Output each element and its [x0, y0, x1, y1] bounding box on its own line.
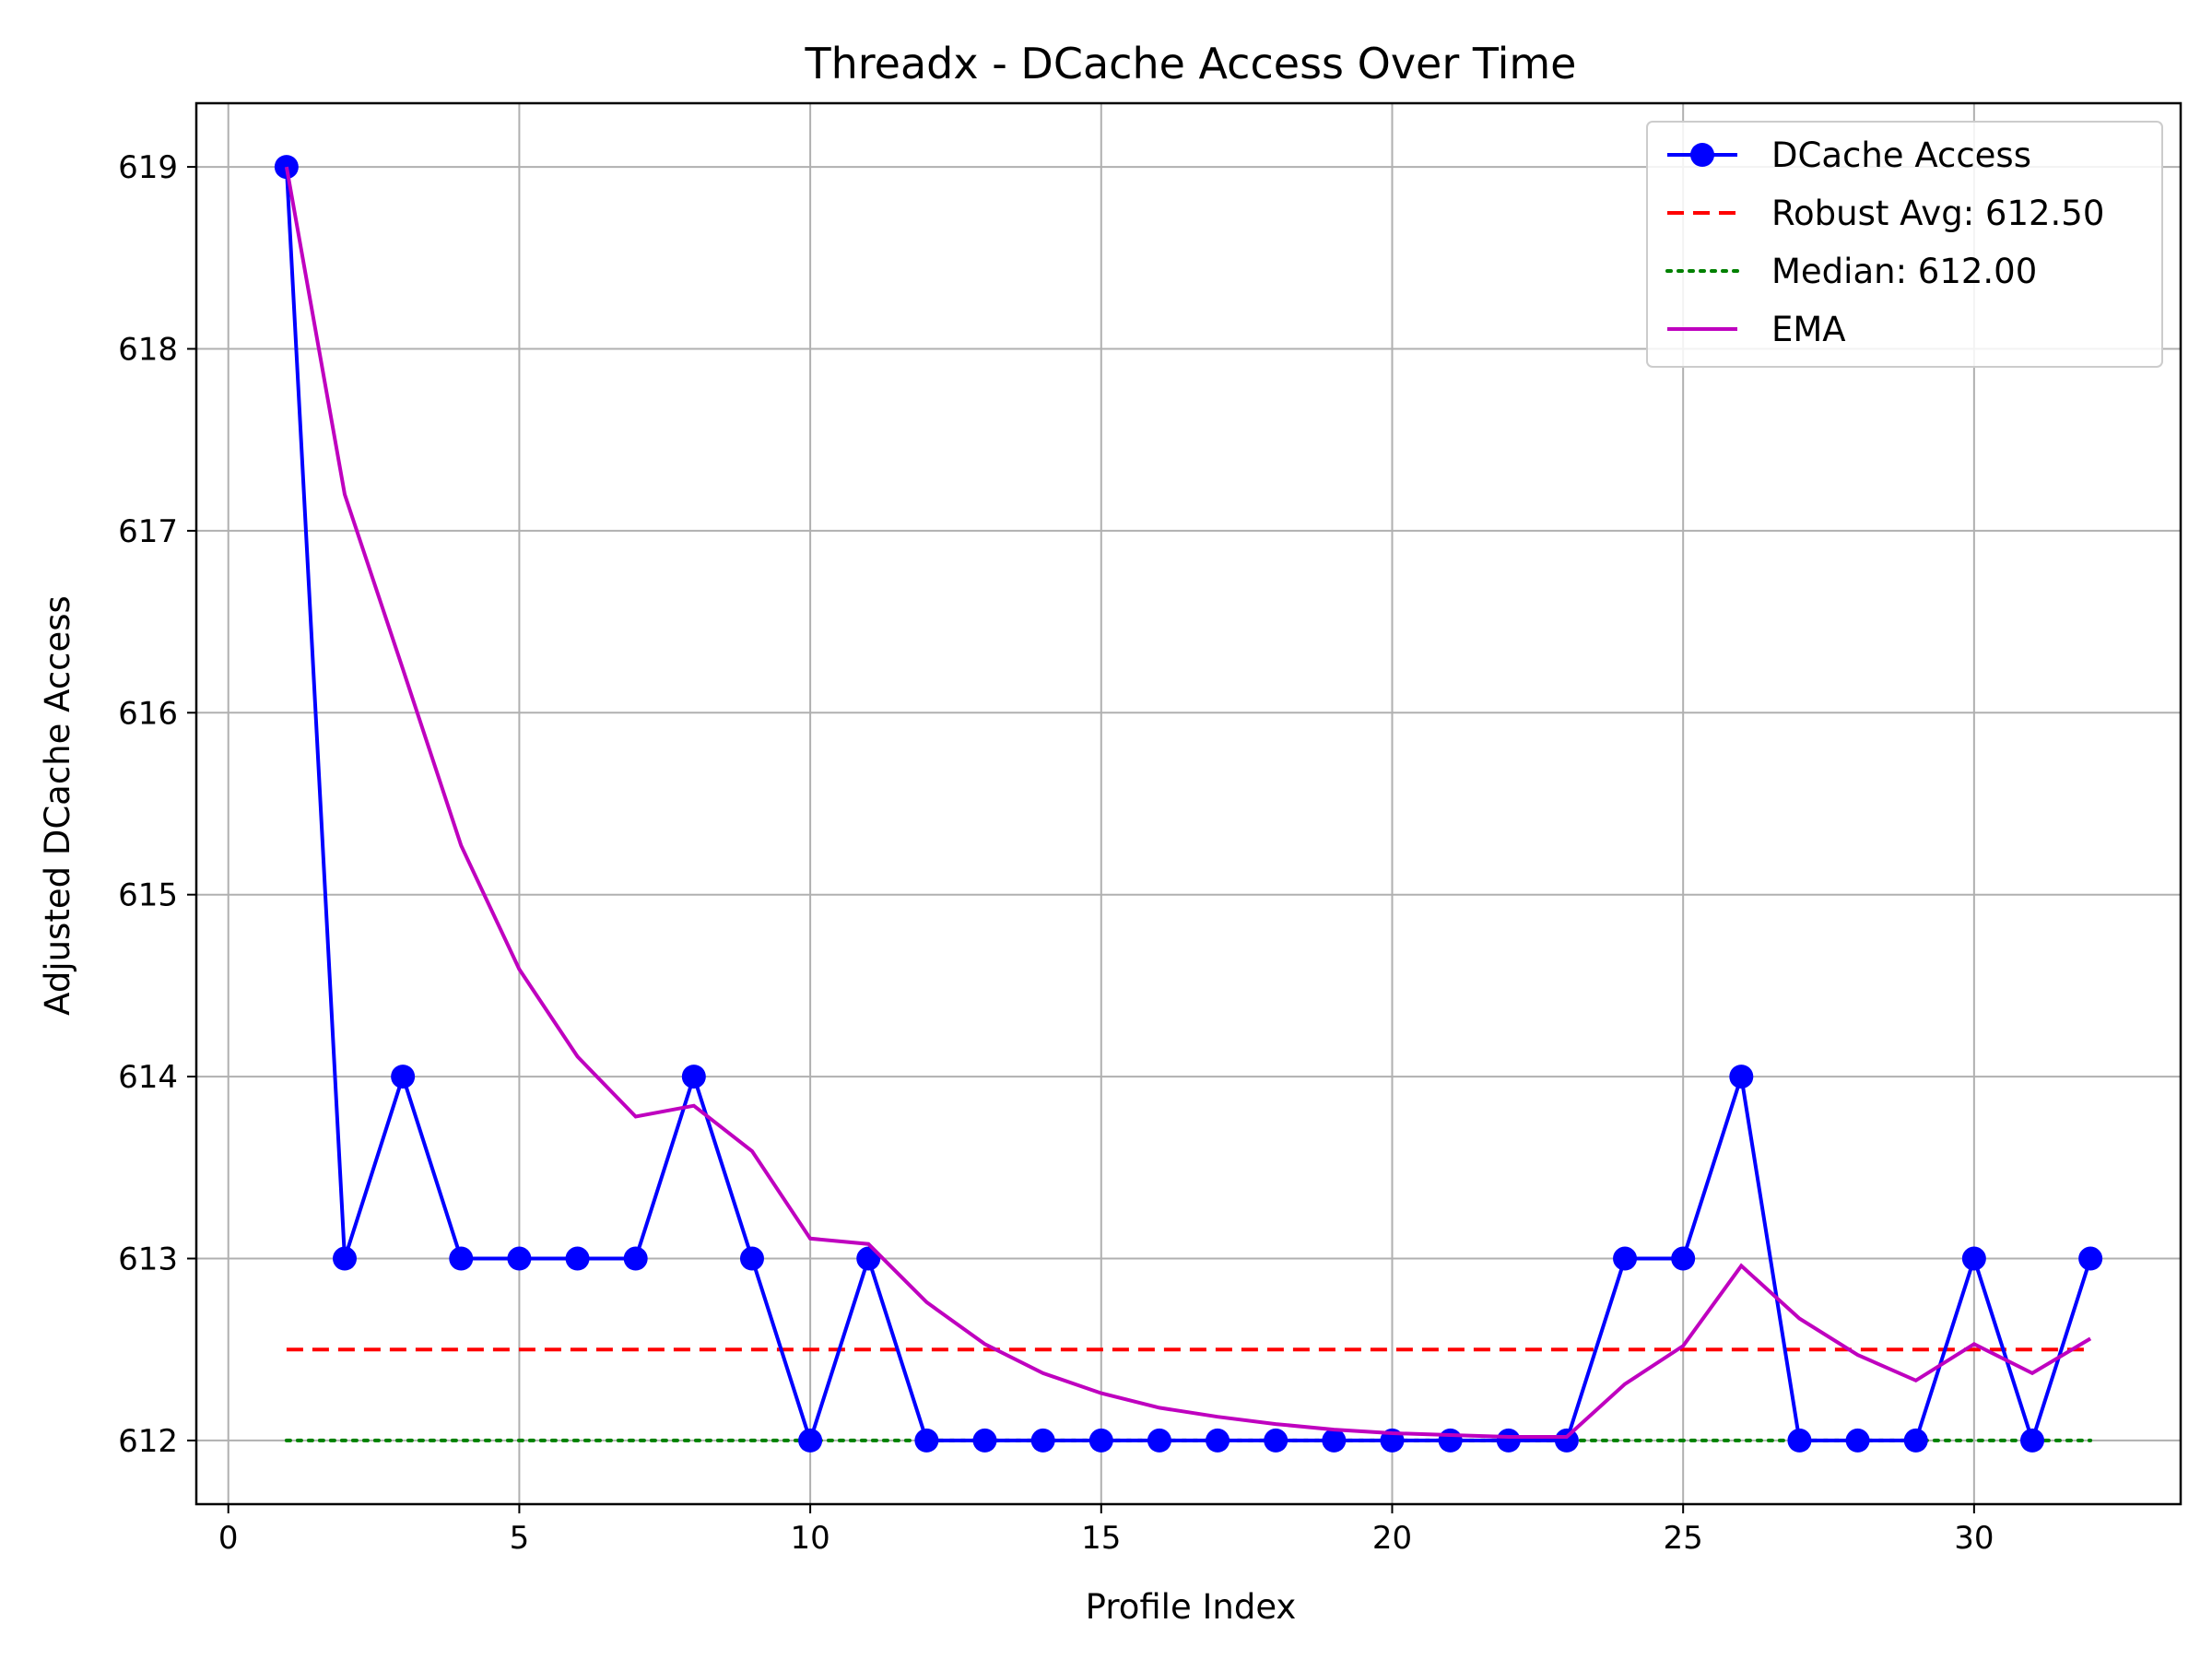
- legend-label: Median: 612.00: [1771, 252, 2037, 291]
- data-point-marker: [2019, 1428, 2044, 1453]
- data-point-marker: [1903, 1428, 1928, 1453]
- y-axis-label: Adjusted DCache Access: [38, 595, 77, 1016]
- data-point-marker: [739, 1246, 764, 1271]
- x-tick-label: 30: [1954, 1520, 1994, 1557]
- legend-label: Robust Avg: 612.50: [1771, 194, 2104, 233]
- axis-ticks: 0 5 10 15 20 25 30 612 613 614 615 616 617 618 619: [118, 149, 1994, 1557]
- data-point-marker: [1671, 1246, 1696, 1271]
- x-tick-label: 0: [218, 1520, 239, 1557]
- y-tick-label: 616: [118, 695, 178, 732]
- legend-label: DCache Access: [1771, 135, 2031, 175]
- y-tick-label: 612: [118, 1423, 178, 1460]
- series-line: [284, 166, 2092, 1439]
- data-point-marker: [1787, 1428, 1812, 1453]
- x-tick-label: 20: [1372, 1520, 1412, 1557]
- data-point-marker: [623, 1246, 648, 1271]
- legend-marker: [1690, 143, 1714, 167]
- data-point-marker: [1438, 1428, 1463, 1453]
- data-point-marker: [1264, 1428, 1288, 1453]
- data-point-marker: [914, 1428, 939, 1453]
- chart-title: Threadx - DCache Access Over Time: [805, 39, 1577, 88]
- y-tick-label: 618: [118, 331, 178, 368]
- y-tick-label: 619: [118, 149, 178, 186]
- y-tick-label: 613: [118, 1241, 178, 1278]
- data-point-marker: [274, 155, 299, 180]
- data-point-marker: [972, 1428, 997, 1453]
- x-tick-label: 5: [510, 1520, 530, 1557]
- data-point-marker: [1496, 1428, 1521, 1453]
- data-point-marker: [1961, 1246, 1986, 1271]
- y-tick-label: 617: [118, 513, 178, 550]
- y-tick-label: 614: [118, 1059, 178, 1096]
- data-point-marker: [1845, 1428, 1870, 1453]
- x-tick-label: 25: [1664, 1520, 1703, 1557]
- series-layer: [274, 155, 2103, 1453]
- legend: DCache Access Robust Avg: 612.50 Median: 6…: [1646, 121, 2163, 368]
- x-tick-label: 10: [790, 1520, 830, 1557]
- x-tick-label: 15: [1081, 1520, 1121, 1557]
- data-point-marker: [1322, 1428, 1347, 1453]
- data-point-marker: [1088, 1428, 1113, 1453]
- data-point-marker: [1554, 1428, 1579, 1453]
- legend-label: EMA: [1771, 310, 1846, 349]
- x-axis-label: Profile Index: [1086, 1587, 1297, 1627]
- data-point-marker: [1147, 1428, 1171, 1453]
- legend-box: [1646, 121, 2163, 368]
- data-point-marker: [391, 1065, 416, 1089]
- data-point-marker: [1206, 1428, 1230, 1453]
- plot-area-frame: [194, 101, 2183, 1506]
- data-point-marker: [507, 1246, 532, 1271]
- data-point-marker: [1613, 1246, 1638, 1271]
- data-point-marker: [681, 1065, 706, 1089]
- data-point-marker: [798, 1428, 823, 1453]
- data-point-marker: [1030, 1428, 1055, 1453]
- data-point-marker: [565, 1246, 590, 1271]
- y-tick-label: 615: [118, 877, 178, 914]
- data-point-marker: [333, 1246, 358, 1271]
- data-point-marker: [449, 1246, 474, 1271]
- data-point-marker: [1729, 1065, 1754, 1089]
- data-point-marker: [2078, 1246, 2103, 1271]
